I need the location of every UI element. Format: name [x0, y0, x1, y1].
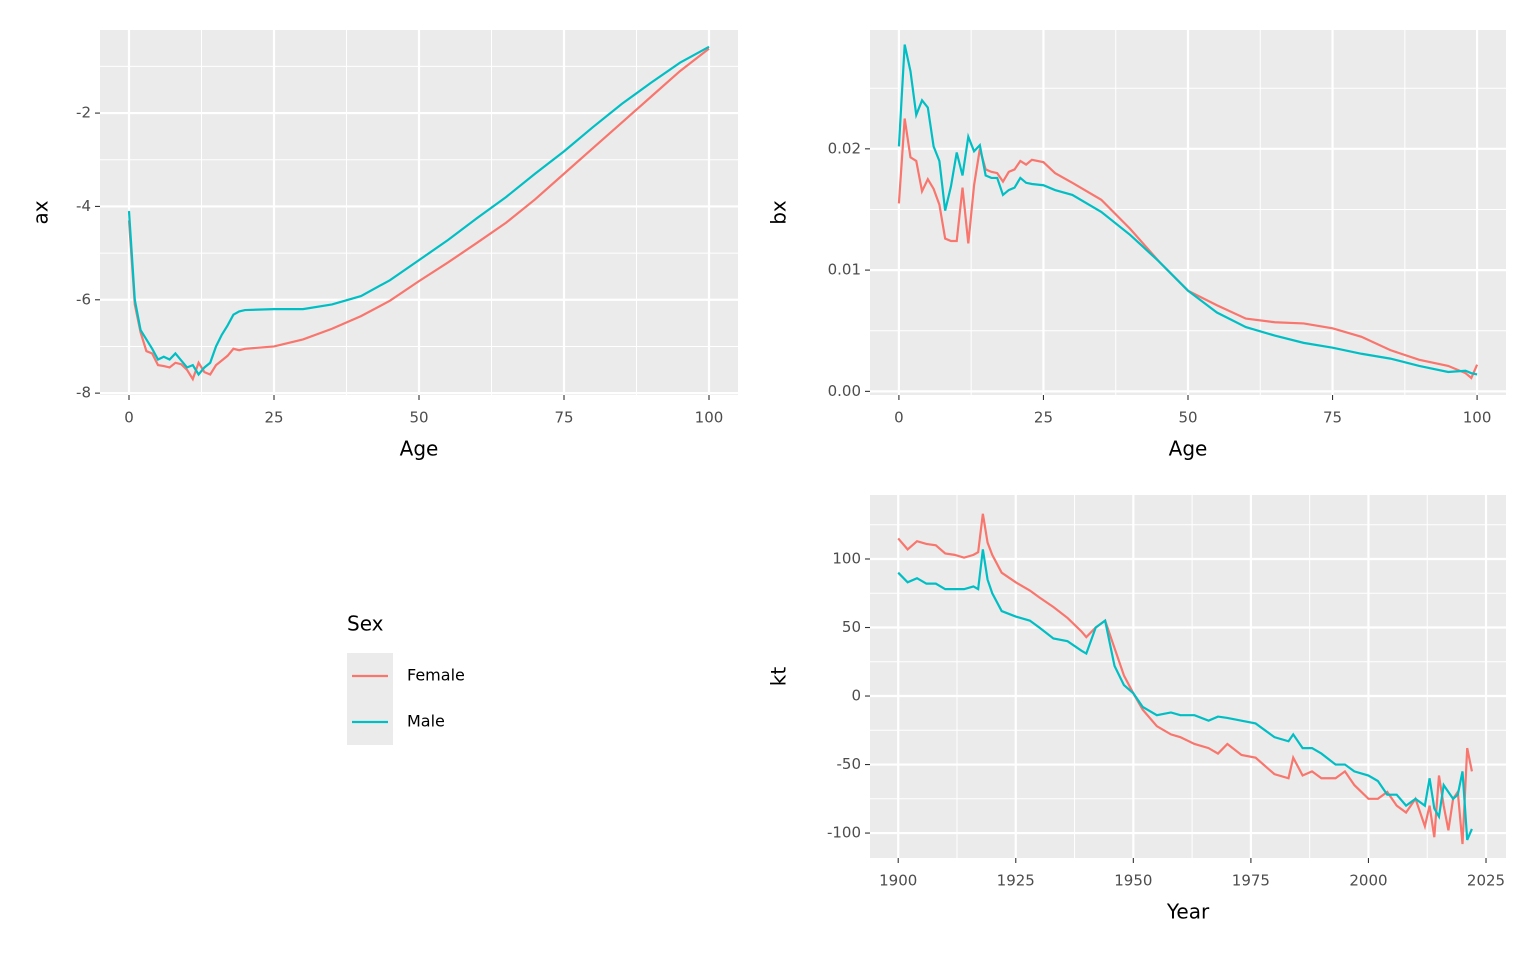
x-tick-label: 50: [1178, 409, 1197, 427]
x-tick-label: 1950: [1114, 872, 1152, 890]
x-axis-title: Age: [400, 437, 439, 461]
y-tick-label: 100: [832, 549, 861, 567]
data-line: [897, 549, 1473, 841]
y-tick-label: 0.02: [828, 139, 861, 157]
legend-title: Sex: [347, 612, 384, 636]
x-tick-label: 25: [1034, 409, 1053, 427]
data-line: [127, 47, 710, 382]
legend-label: Female: [407, 666, 465, 685]
y-tick-label: 0.01: [828, 261, 861, 279]
x-tick-label: 50: [409, 409, 428, 427]
data-line: [127, 45, 710, 377]
x-tick-label: 75: [554, 409, 573, 427]
x-tick-label: 2025: [1467, 872, 1505, 890]
data-line: [897, 118, 1479, 380]
x-tick-label: 1925: [997, 872, 1035, 890]
legend-key-bg: [347, 653, 393, 745]
y-tick-label: -8: [76, 384, 91, 402]
data-line: [897, 44, 1478, 376]
y-tick-label: 0.00: [828, 382, 861, 400]
y-axis-title: ax: [29, 200, 53, 224]
x-axis-title: Year: [1166, 900, 1210, 924]
x-tick-label: 100: [695, 409, 724, 427]
x-axis-title: Age: [1169, 437, 1208, 461]
x-tick-label: 0: [894, 409, 904, 427]
y-tick-label: -2: [76, 104, 91, 122]
x-tick-label: 1975: [1232, 872, 1270, 890]
y-tick-label: -100: [827, 824, 861, 842]
legend-label: Male: [407, 712, 445, 731]
x-tick-label: 1900: [879, 872, 917, 890]
y-tick-label: -4: [76, 197, 91, 215]
x-tick-label: 100: [1463, 409, 1492, 427]
x-tick-label: 0: [124, 409, 134, 427]
x-tick-label: 75: [1323, 409, 1342, 427]
y-tick-label: 0: [851, 687, 861, 705]
y-tick-label: -50: [837, 755, 862, 773]
y-tick-label: -6: [76, 290, 91, 308]
y-axis-title: bx: [767, 200, 791, 225]
x-tick-label: 2000: [1349, 872, 1387, 890]
y-tick-label: 50: [842, 618, 861, 636]
data-line: [897, 513, 1473, 845]
y-axis-title: kt: [767, 667, 791, 687]
x-tick-label: 25: [264, 409, 283, 427]
